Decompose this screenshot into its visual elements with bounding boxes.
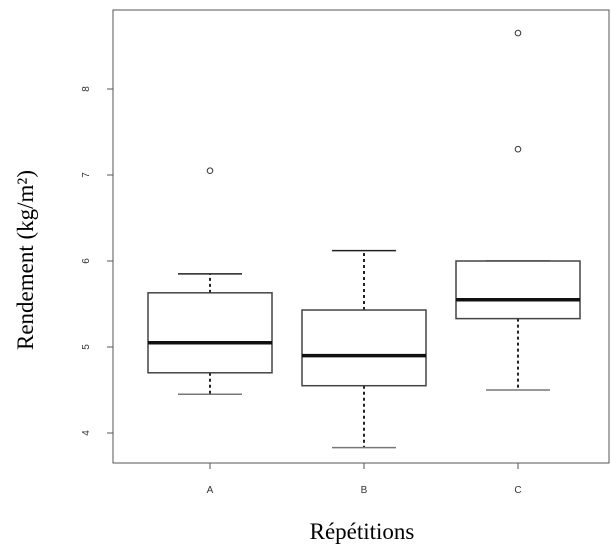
box-a: [147, 167, 273, 396]
x-tick-label: A: [207, 485, 214, 496]
x-axis-ticks: A B C: [207, 463, 522, 496]
y-axis-title: Rendement (kg/m²): [13, 170, 38, 350]
outlier-point: [514, 145, 522, 153]
outlier-point: [514, 29, 522, 37]
iqr-box: [455, 260, 581, 320]
y-tick-label: 5: [81, 344, 92, 350]
outlier-point: [206, 167, 214, 174]
plot-area-border: [112, 9, 610, 464]
y-axis-ticks: 4 5 6 7 8: [81, 86, 113, 436]
iqr-box: [301, 309, 427, 387]
box-c: [455, 29, 581, 391]
y-tick-label: 8: [81, 86, 92, 92]
box-b: [301, 249, 427, 449]
iqr-box: [147, 292, 273, 374]
y-tick-label: 7: [81, 172, 92, 178]
x-tick-label: B: [361, 485, 368, 496]
y-tick-label: 6: [81, 258, 92, 264]
x-tick-label: C: [514, 485, 521, 496]
y-tick-label: 4: [81, 430, 92, 436]
boxes-layer: [147, 29, 581, 449]
x-axis-title: Répétitions: [310, 519, 415, 544]
